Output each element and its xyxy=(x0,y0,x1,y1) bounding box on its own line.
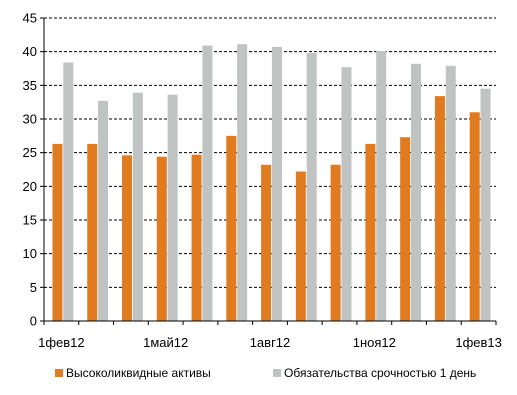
legend-swatch-2 xyxy=(273,369,281,377)
legend: Высоколиквидные активы Обязательства сроч… xyxy=(55,366,476,380)
bar-series1-1июл12 xyxy=(226,135,237,321)
bar-series1-1фев12 xyxy=(52,143,63,321)
bar-series2-1июн12 xyxy=(202,45,213,322)
bar-series1-1сен12 xyxy=(295,171,306,321)
gridlines xyxy=(44,17,496,288)
y-tick-label-10: 10 xyxy=(23,246,37,261)
bar-series2-1апр12 xyxy=(132,92,143,322)
y-tick-label-5: 5 xyxy=(30,280,37,295)
legend-label-1: Высоколиквидные активы xyxy=(66,366,211,380)
bar-series1-1авг12 xyxy=(261,164,272,321)
bar-series2-1июл12 xyxy=(237,44,248,321)
bar-series2-1авг12 xyxy=(271,46,282,321)
bar-series2-1май12 xyxy=(167,94,178,321)
x-tick-label-1авг12: 1авг12 xyxy=(250,335,291,350)
x-tick-labels: 1фев12 1май12 1авг12 1ноя12 1фев13 xyxy=(38,335,502,350)
legend-swatch-1 xyxy=(55,369,63,377)
x-tick-label-1фев13: 1фев13 xyxy=(455,335,502,350)
y-tick-label-15: 15 xyxy=(23,213,37,228)
x-tick-label-1ноя12: 1ноя12 xyxy=(353,335,396,350)
bar-series2-1фев12 xyxy=(63,62,74,321)
y-tick-label-40: 40 xyxy=(23,44,37,59)
bar-series2-1окт12 xyxy=(341,67,352,321)
x-tick-label-1фев12: 1фев12 xyxy=(38,335,85,350)
bar-series1-1апр12 xyxy=(122,155,133,321)
bar-series1-1окт12 xyxy=(330,164,341,321)
bar-series1-1мар12 xyxy=(87,143,98,321)
bars xyxy=(52,44,491,322)
bar-series2-1сен12 xyxy=(306,53,317,321)
y-tick-labels: 0 5 10 15 20 25 30 35 40 45 xyxy=(23,11,37,329)
bar-series1-1янв13 xyxy=(434,96,445,322)
y-tick-label-25: 25 xyxy=(23,145,37,160)
y-tick-label-35: 35 xyxy=(23,78,37,93)
bar-series1-1дек12 xyxy=(400,137,411,321)
bar-series1-1фев13 xyxy=(469,112,480,322)
bar-series2-1мар12 xyxy=(98,100,109,321)
bar-series1-1ноя12 xyxy=(365,143,376,321)
y-tick-label-30: 30 xyxy=(23,112,37,127)
bar-series2-1дек12 xyxy=(410,63,421,321)
y-tick-label-45: 45 xyxy=(23,11,37,26)
axes xyxy=(40,17,497,325)
bar-series1-1июн12 xyxy=(191,154,202,321)
bar-series2-1янв13 xyxy=(445,65,456,321)
legend-label-2: Обязательства срочностью 1 день xyxy=(284,366,476,380)
bar-series1-1май12 xyxy=(156,156,167,321)
x-tick-label-1май12: 1май12 xyxy=(143,335,188,350)
y-tick-label-0: 0 xyxy=(30,314,37,329)
bar-series2-1фев13 xyxy=(480,88,491,321)
y-tick-label-20: 20 xyxy=(23,179,37,194)
bar-series2-1ноя12 xyxy=(376,50,387,321)
